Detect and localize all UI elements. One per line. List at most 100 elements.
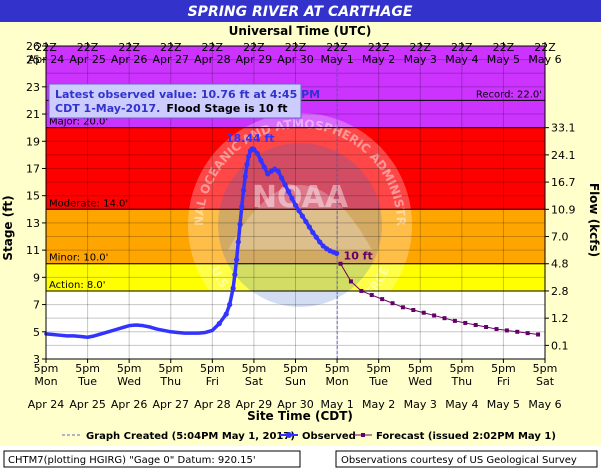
bottom-tick-time-11: 5pm [491, 362, 516, 375]
top-tick-date-10: May 4 [445, 53, 478, 66]
flow-tick-label-6: 16.7 [551, 176, 576, 189]
top-tick-date-11: May 5 [487, 53, 520, 66]
threshold-lines: Action: 8.0' Minor: 10.0' Moderate: 14.0' M… [46, 89, 545, 292]
gage-datum-note: CHTM7(plotting HGIRG) "Gage 0" Datum: 92… [8, 455, 256, 466]
observed-point-57 [310, 229, 316, 236]
observed-point-58 [313, 234, 319, 240]
top-tick-date-6: Apr 30 [277, 53, 314, 66]
observed-point-53 [296, 208, 302, 214]
y-tick-label-15: 15 [26, 190, 40, 203]
observed-point-55 [303, 218, 309, 225]
bottom-tick-time-3: 5pm [158, 362, 183, 375]
bottom-tick-time-2: 5pm [117, 362, 142, 375]
top-tick-hour-7: 22Z [326, 41, 348, 54]
latest-value-date: CDT 1-May-2017. [55, 102, 160, 115]
bottom-tick-date-1: Apr 25 [69, 398, 106, 411]
top-tick-date-7: May 1 [320, 53, 353, 66]
top-tick-date-8: May 2 [362, 53, 395, 66]
bottom-tick-date-10: May 4 [445, 398, 478, 411]
threshold-label-2: Moderate: 14.0' [49, 198, 128, 209]
legend-forecast-label: Forecast (issued 2:02PM May 1) [376, 431, 556, 442]
y-tick-label-5: 5 [33, 326, 40, 339]
forecast-point-8 [421, 310, 426, 315]
chart-title: SPRING RIVER AT CARTHAGE [188, 4, 413, 20]
forecast-point-10 [442, 316, 447, 321]
top-tick-hour-11: 22Z [493, 41, 515, 54]
observed-point-27 [227, 301, 233, 308]
top-tick-hour-0: 22Z [35, 41, 57, 54]
observed-point-49 [282, 182, 288, 188]
bottom-tick-day-7: Mon [325, 375, 348, 388]
y-tick-label-13: 13 [26, 217, 40, 230]
observed-point-50 [285, 189, 292, 195]
top-tick-date-3: Apr 27 [152, 53, 189, 66]
bottom-tick-day-11: Fri [497, 375, 510, 388]
watermark-inner-disc [218, 143, 382, 307]
y2-axis-label: Flow (kcfs) [587, 183, 601, 257]
bottom-tick-date-0: Apr 24 [28, 398, 65, 411]
y-tick-label-25: 25 [26, 54, 40, 67]
flow-tick-label-2: 2.8 [551, 285, 569, 298]
bottom-tick-day-12: Sat [536, 375, 555, 388]
observed-point-59 [317, 239, 323, 245]
latest-value-box: Latest observed value: 10.76 ft at 4:45 … [48, 83, 320, 119]
bottom-tick-time-0: 5pm [34, 362, 59, 375]
bottom-tick-day-10: Thu [450, 375, 472, 388]
top-tick-date-5: Apr 29 [236, 53, 273, 66]
observed-point-26 [223, 311, 229, 317]
forecast-point-2 [359, 288, 364, 293]
bottom-tick-date-3: Apr 27 [152, 398, 189, 411]
observed-point-33 [239, 203, 245, 210]
y-tick-label-21: 21 [26, 108, 40, 121]
bottom-tick-time-8: 5pm [366, 362, 391, 375]
observed-point-28 [230, 285, 236, 291]
forecast-point-18 [525, 331, 530, 336]
forecast-point-1 [348, 279, 353, 284]
bottom-tick-date-11: May 5 [487, 398, 520, 411]
forecast-point-0 [338, 261, 343, 266]
y-tick-label-9: 9 [33, 271, 40, 284]
bottom-tick-time-5: 5pm [242, 362, 267, 375]
top-tick-hour-10: 22Z [451, 41, 473, 54]
threshold-label-0: Action: 8.0' [49, 280, 106, 291]
band-1 [46, 263, 545, 291]
observed-point-37 [246, 153, 252, 159]
observed-point-29 [232, 272, 238, 278]
bottom-tick-day-2: Wed [117, 375, 141, 388]
x-axis-label: Site Time (CDT) [247, 409, 353, 423]
observed-point-31 [235, 239, 241, 245]
forecast-point-3 [369, 293, 374, 298]
bottom-tick-date-8: May 2 [362, 398, 395, 411]
top-tick-hour-12: 22Z [534, 41, 556, 54]
flow-tick-label-8: 33.1 [551, 122, 576, 135]
top-tick-date-1: Apr 25 [69, 53, 106, 66]
bottom-tick-day-9: Wed [408, 375, 432, 388]
forecast-point-19 [536, 332, 541, 337]
forecast-point-16 [504, 328, 509, 333]
top-tick-hour-9: 22Z [409, 41, 431, 54]
forecast-point-14 [484, 325, 489, 330]
latest-value-line1: Latest observed value: 10.76 ft at 4:45 … [55, 88, 320, 101]
legend: Graph Created (5:04PM May 1, 2017) Obser… [62, 431, 556, 442]
watermark-outer-ring [188, 113, 412, 337]
forecast-point-17 [515, 329, 520, 334]
y-tick-label-26: 26 [26, 40, 40, 53]
observed-point-42 [258, 157, 264, 163]
observed-point-43 [261, 164, 267, 170]
bottom-tick-day-6: Sun [285, 375, 306, 388]
top-tick-date-0: Apr 24 [28, 53, 65, 66]
observed-point-51 [289, 195, 295, 202]
y-tick-label-23: 23 [26, 81, 40, 94]
bottom-tick-day-4: Fri [206, 375, 219, 388]
flow-tick-label-4: 7.0 [551, 231, 569, 244]
top-tick-hour-5: 22Z [243, 41, 265, 54]
observed-point-30 [233, 257, 240, 263]
flow-tick-label-0: 0.1 [551, 339, 569, 352]
top-tick-hour-6: 22Z [285, 41, 307, 54]
top-tick-hour-8: 22Z [368, 41, 390, 54]
forecast-point-13 [473, 322, 478, 327]
observed-point-41 [254, 150, 260, 157]
observed-point-32 [237, 221, 243, 227]
band-3 [46, 127, 545, 210]
